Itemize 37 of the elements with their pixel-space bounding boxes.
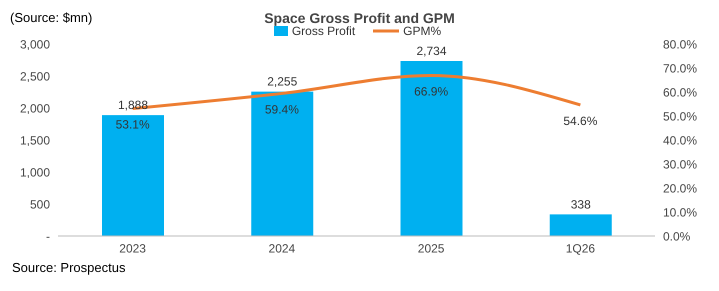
legend-label: Gross Profit [292,24,356,38]
x-tick-label: 2024 [268,242,296,256]
x-tick-label: 2023 [119,242,146,256]
y-tick-label: - [46,229,50,244]
y-tick-label: 1,500 [20,133,50,148]
y-tick-label: 2,000 [20,101,50,116]
data-label: 338 [570,197,592,212]
data-label: 66.9% [414,84,448,98]
bar [251,92,314,236]
y2-tick-label: 80.0% [663,37,698,52]
y2-tick-label: 10.0% [663,205,698,220]
y-tick-label: 2,500 [20,69,50,84]
bar [400,61,462,236]
y2-tick-label: 40.0% [663,133,698,148]
y2-tick-label: 70.0% [663,61,698,76]
y-tick-label: 500 [30,197,50,212]
chart-title: Space Gross Profit and GPM [264,10,455,26]
data-label: 54.6% [563,114,598,128]
data-label: 2,734 [416,44,447,58]
data-label: 59.4% [264,102,300,116]
y2-tick-label: 60.0% [663,85,698,100]
source-note: Source: Prospectus [11,260,126,275]
bar [550,214,612,236]
y-tick-label: 1,000 [20,165,50,180]
data-label: 2,255 [267,74,298,89]
legend-label: GPM% [402,24,442,38]
data-label: 1,888 [118,98,148,112]
y2-tick-label: 30.0% [663,157,698,172]
text: (Source: $mn) [10,10,92,25]
bar [102,115,164,236]
y-tick-label: 3,000 [20,37,50,52]
data-label: 53.1% [116,118,150,132]
y2-tick-label: 50.0% [663,109,698,124]
y2-tick-label: 20.0% [663,181,698,196]
x-tick-label: 2025 [418,242,445,256]
y2-tick-label: 0.0% [663,229,691,244]
x-tick-label: 1Q26 [566,242,596,256]
